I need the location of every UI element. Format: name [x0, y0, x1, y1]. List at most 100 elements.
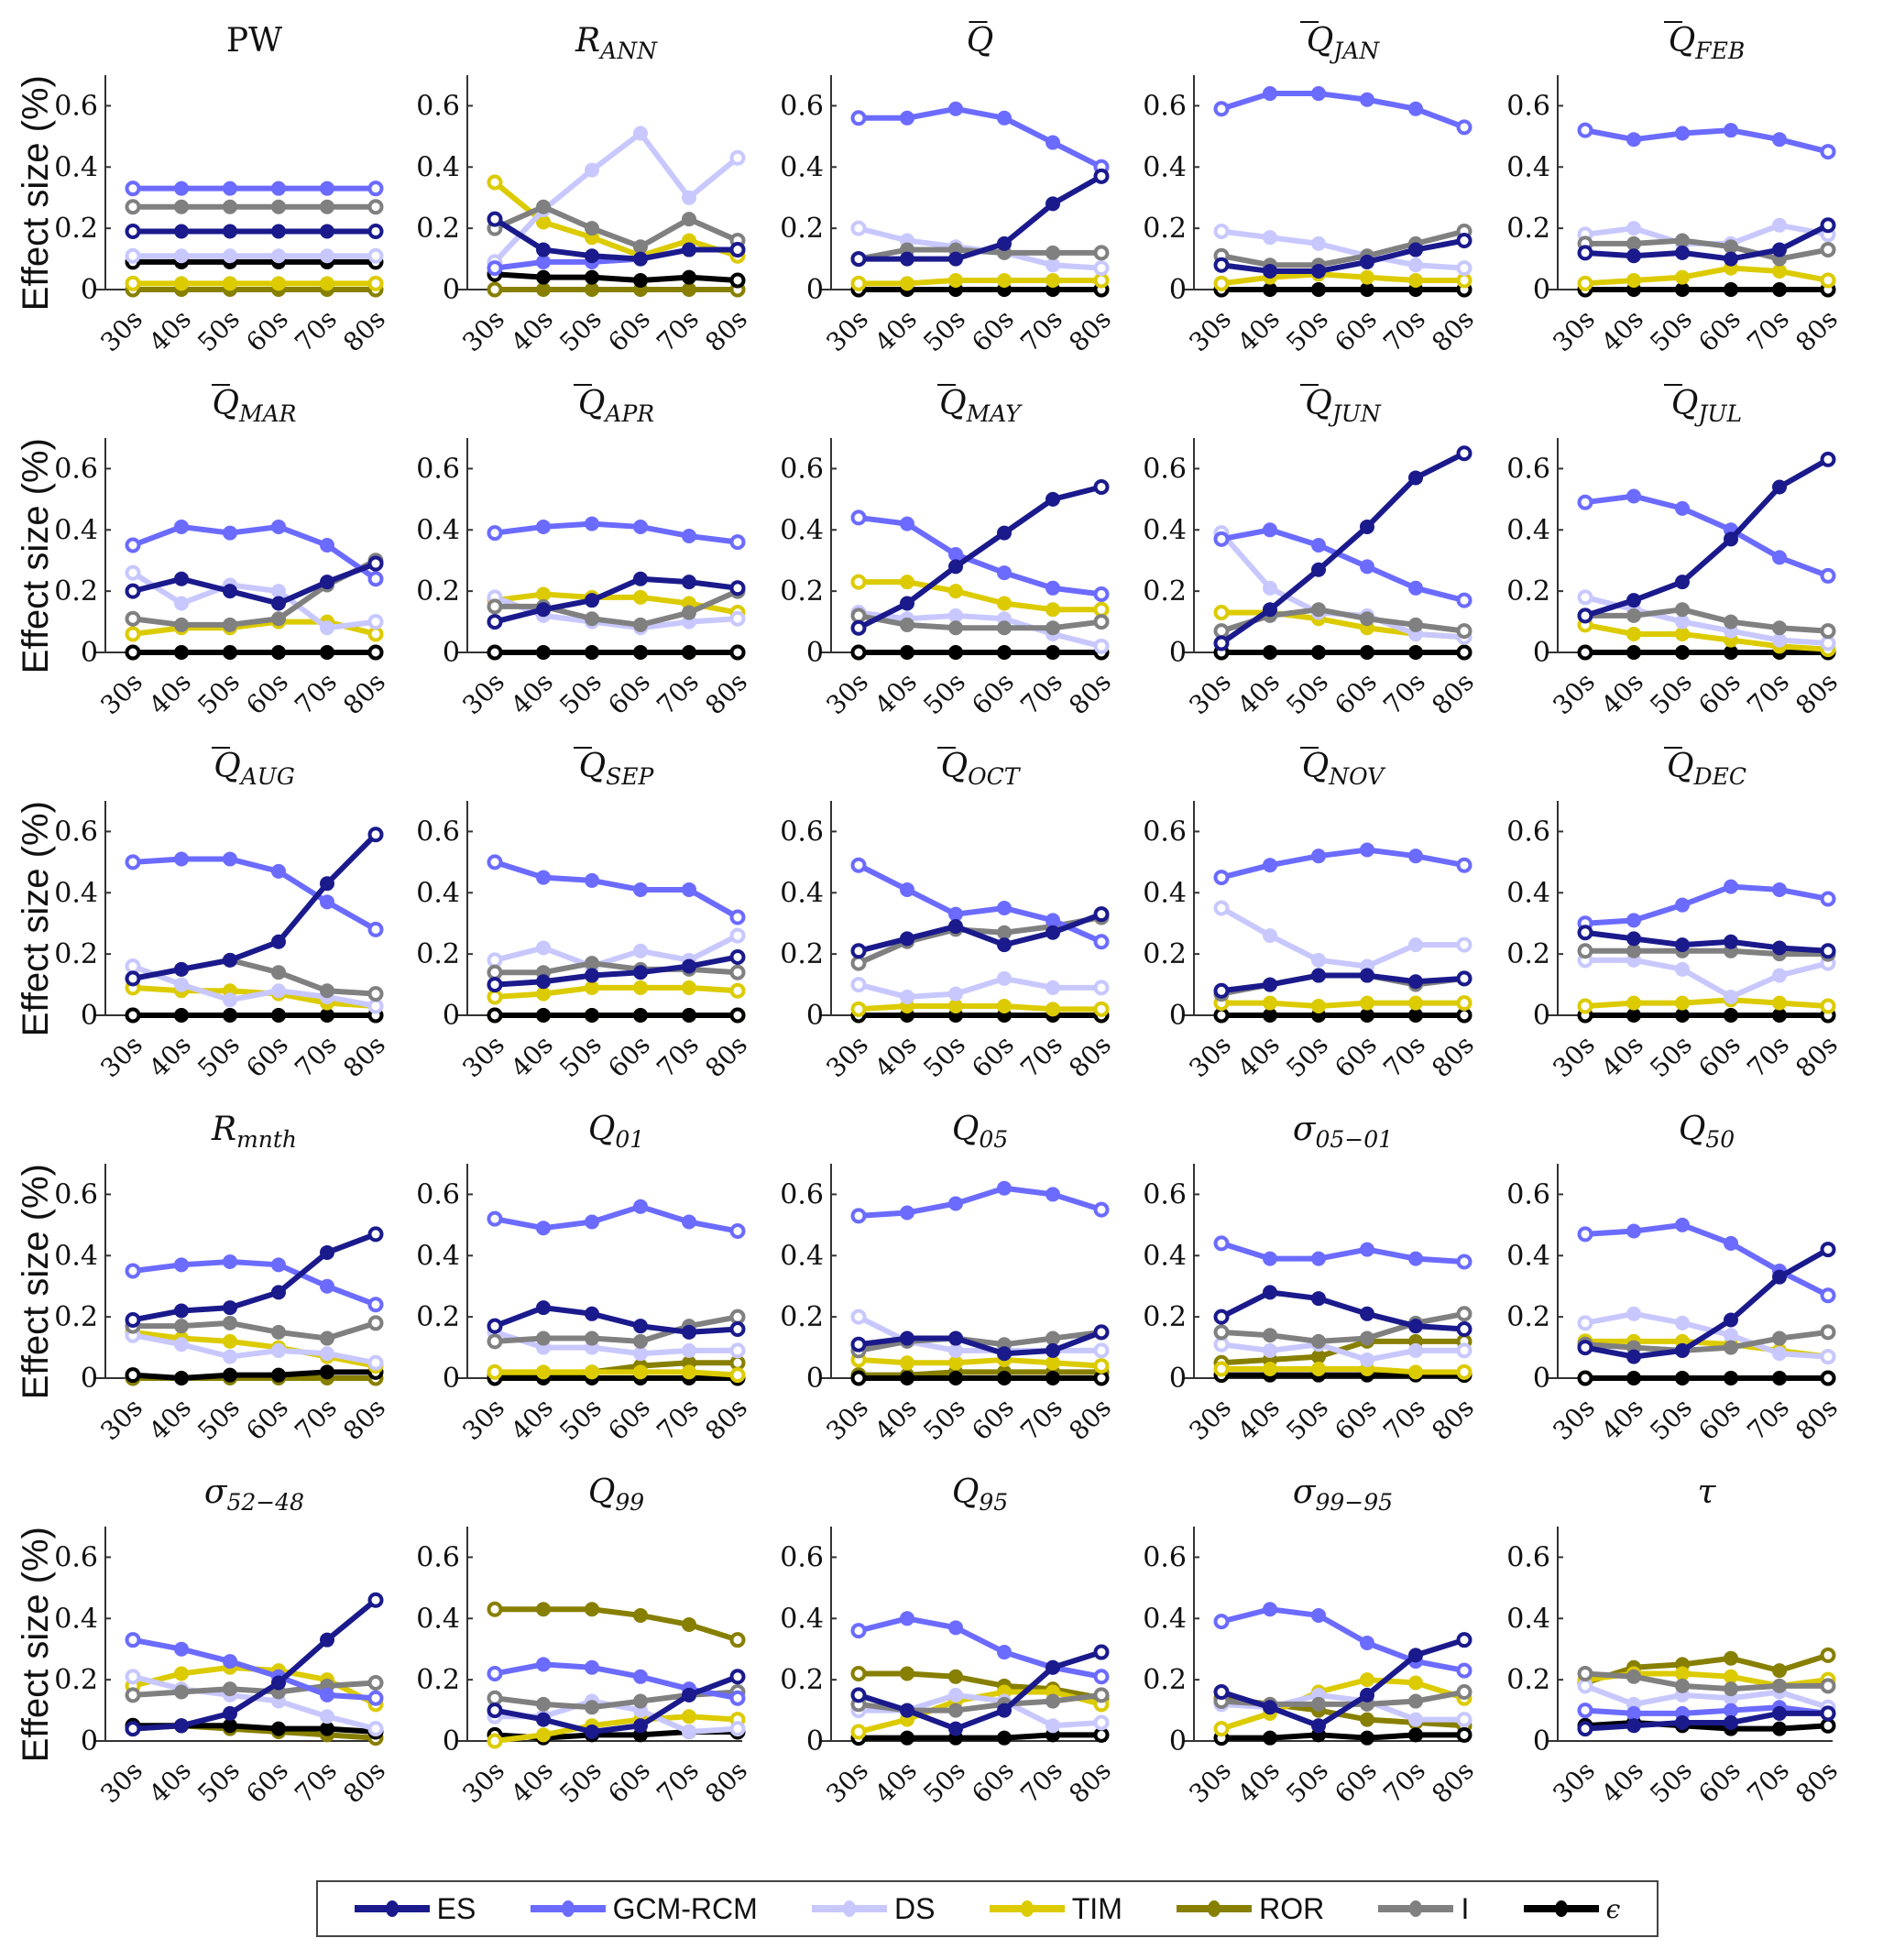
data-point-ds: [1093, 1714, 1110, 1731]
series-line-es: [493, 1305, 739, 1335]
data-point-es: [682, 958, 696, 974]
data-point-gcm: [1311, 1251, 1326, 1266]
x-tick-label: 30s: [94, 1030, 148, 1084]
data-point-eps: [1724, 282, 1738, 297]
data-point-gcm: [174, 1641, 189, 1657]
data-point-eps: [125, 1367, 141, 1384]
data-point-es: [487, 1703, 503, 1719]
data-point-ds: [1263, 1342, 1277, 1358]
series-line-ds: [1221, 1341, 1464, 1363]
data-point-eps: [1263, 1730, 1277, 1746]
data-point-eps: [1093, 1370, 1110, 1386]
data-point-gcm: [1820, 144, 1836, 160]
data-point-ror: [1820, 1647, 1836, 1663]
data-point-ds: [1675, 961, 1690, 977]
data-point-gcm: [1577, 1226, 1593, 1243]
data-point-es: [1456, 445, 1473, 462]
data-point-gcm: [1093, 586, 1110, 602]
data-point-ror: [585, 1602, 599, 1617]
series-line-ror: [495, 1360, 738, 1378]
x-tick-label: 80s: [1790, 304, 1844, 358]
data-point-es: [1675, 937, 1690, 953]
series-line-tim: [132, 619, 377, 637]
data-point-es: [1046, 1342, 1060, 1358]
data-point-i: [1820, 623, 1836, 640]
data-point-eps: [1626, 1008, 1641, 1023]
legend-item-epsilon: ϵ: [1523, 1894, 1620, 1924]
data-point-es: [536, 242, 551, 257]
data-point-i: [1046, 245, 1060, 260]
x-tick-label: 30s: [1183, 1393, 1237, 1447]
panel-title: QDEC: [1667, 748, 1746, 790]
x-tick-label: 50s: [553, 1756, 608, 1810]
data-point-gcm: [729, 1223, 746, 1240]
data-point-gcm: [125, 1632, 141, 1648]
data-point-es: [1772, 242, 1787, 257]
data-point-ds: [1093, 638, 1110, 654]
data-point-tim: [1213, 605, 1230, 621]
data-point-ds: [223, 248, 237, 264]
x-tick-label: 40s: [1232, 1030, 1286, 1084]
data-point-gcm: [1626, 1705, 1641, 1721]
data-point-gcm: [1213, 101, 1230, 117]
data-point-gcm: [585, 516, 599, 531]
data-point-tim: [1046, 272, 1060, 288]
data-point-i: [1311, 1333, 1326, 1349]
data-point-gcm: [1820, 891, 1836, 907]
x-tick-label: 80s: [1426, 1756, 1480, 1810]
data-point-es: [223, 224, 237, 239]
series-line-es: [132, 1232, 378, 1323]
series-line-gcm: [1221, 1606, 1465, 1674]
data-point-gcm: [1456, 1662, 1473, 1679]
data-point-gcm: [174, 851, 189, 867]
data-point-tim: [487, 1733, 503, 1749]
data-point-gcm: [223, 851, 237, 867]
series-line-es: [858, 1649, 1102, 1732]
data-point-ds: [1724, 989, 1738, 1004]
data-point-eps: [320, 1008, 334, 1023]
y-tick-label: 0: [1169, 1000, 1187, 1032]
panel-title: Q95: [952, 1473, 1008, 1516]
panel-title: QFEB: [1669, 22, 1745, 64]
data-point-i: [271, 611, 286, 627]
data-point-tim: [1046, 1002, 1060, 1017]
panel-title: PW: [226, 22, 282, 60]
data-point-eps: [1724, 645, 1738, 660]
panel-title: RANN: [575, 22, 658, 64]
series-line-es: [1220, 451, 1466, 646]
data-point-es: [1577, 1340, 1593, 1356]
x-tick-label: 50s: [192, 1756, 246, 1810]
x-tick-label: 70s: [1741, 667, 1795, 721]
data-point-es: [1360, 254, 1374, 269]
y-tick-label: 0: [1533, 1363, 1550, 1395]
y-tick-label: 0.6: [1506, 816, 1550, 848]
x-tick-label: 50s: [1280, 1030, 1334, 1084]
y-tick-label: 0.4: [54, 1240, 98, 1272]
series-line-i: [1584, 1329, 1829, 1353]
data-point-es: [174, 961, 189, 977]
data-point-ds: [1456, 1342, 1473, 1359]
data-point-eps: [1724, 1371, 1738, 1385]
data-point-tim: [1675, 269, 1690, 285]
x-tick-label: 80s: [1426, 667, 1480, 721]
data-point-es: [1408, 1319, 1423, 1334]
series-line-es: [1584, 456, 1830, 619]
data-point-es: [1675, 1342, 1690, 1358]
data-point-tim: [487, 989, 503, 1005]
data-point-es: [1093, 1644, 1110, 1660]
data-point-i: [585, 1700, 599, 1715]
data-point-es: [948, 1721, 963, 1736]
data-point-es: [1820, 943, 1836, 959]
series-line-gcm: [132, 1258, 378, 1308]
data-point-tim: [1724, 1669, 1738, 1684]
x-tick-label: 70s: [1741, 1030, 1795, 1084]
data-point-gcm: [900, 110, 914, 126]
data-point-es: [900, 251, 914, 267]
x-tick-label: 70s: [1741, 1756, 1795, 1810]
series-line-es: [493, 216, 738, 262]
y-tick-label: 0: [1533, 1000, 1550, 1032]
